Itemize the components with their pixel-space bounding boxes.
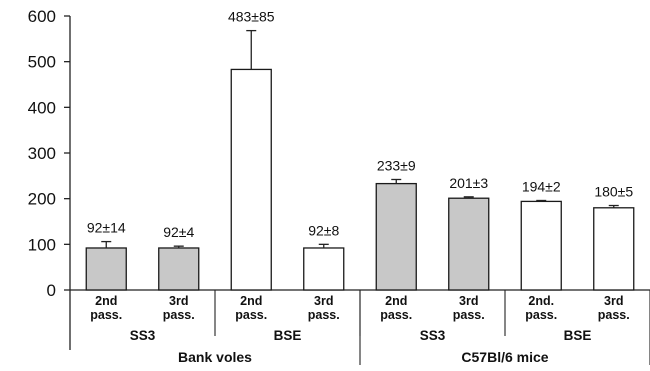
passage-label: pass.	[235, 308, 267, 322]
inoculum-label: SS3	[420, 328, 446, 343]
y-tick-label: 600	[28, 7, 56, 26]
passage-label: pass.	[163, 308, 195, 322]
passage-label: 2nd	[385, 294, 407, 308]
y-tick-label: 400	[28, 98, 56, 117]
y-tick-label: 0	[47, 281, 56, 300]
bar	[448, 197, 490, 291]
data-label: 92±8	[308, 222, 339, 238]
y-tick-label: 200	[28, 190, 56, 209]
passage-label: pass.	[308, 308, 340, 322]
passage-label: 2nd	[240, 294, 262, 308]
inoculum-label: SS3	[130, 328, 156, 343]
passage-label: 2nd	[95, 294, 117, 308]
data-label: 92±4	[163, 224, 194, 240]
bar	[593, 207, 635, 291]
bar-layer	[85, 29, 635, 291]
data-label: 194±2	[522, 178, 561, 194]
y-tick-label: 500	[28, 53, 56, 72]
data-label: 483±85	[228, 9, 275, 25]
passage-label: pass.	[525, 308, 557, 322]
passage-label: pass.	[90, 308, 122, 322]
passage-label: pass.	[380, 308, 412, 322]
data-label: 201±3	[449, 175, 488, 191]
passage-label: pass.	[453, 308, 485, 322]
bar	[303, 247, 345, 291]
inoculum-label: BSE	[274, 328, 302, 343]
y-tick-label: 100	[28, 235, 56, 254]
data-label: 92±14	[87, 220, 126, 236]
bar	[375, 182, 417, 291]
passage-label: 3rd	[604, 294, 623, 308]
passage-label: 3rd	[314, 294, 333, 308]
passage-label: 2nd.	[528, 294, 554, 308]
bar	[520, 200, 562, 291]
data-label: 180±5	[594, 184, 633, 200]
bar	[230, 68, 272, 291]
bar	[85, 247, 127, 291]
y-tick-label: 300	[28, 144, 56, 163]
host-label: Bank voles	[178, 349, 252, 365]
bar	[158, 247, 200, 291]
passage-label: pass.	[598, 308, 630, 322]
category-layer: 2ndpass.3rdpass.2ndpass.3rdpass.2ndpass.…	[90, 290, 650, 365]
inoculum-label: BSE	[564, 328, 592, 343]
label-layer: 92±14 92±4 483±85 92±8 233±9 201±3 194±2 180±5	[87, 9, 634, 241]
passage-label: 3rd	[169, 294, 188, 308]
host-label: C57Bl/6 mice	[461, 349, 548, 365]
data-label: 233±9	[377, 157, 416, 173]
passage-label: 3rd	[459, 294, 478, 308]
